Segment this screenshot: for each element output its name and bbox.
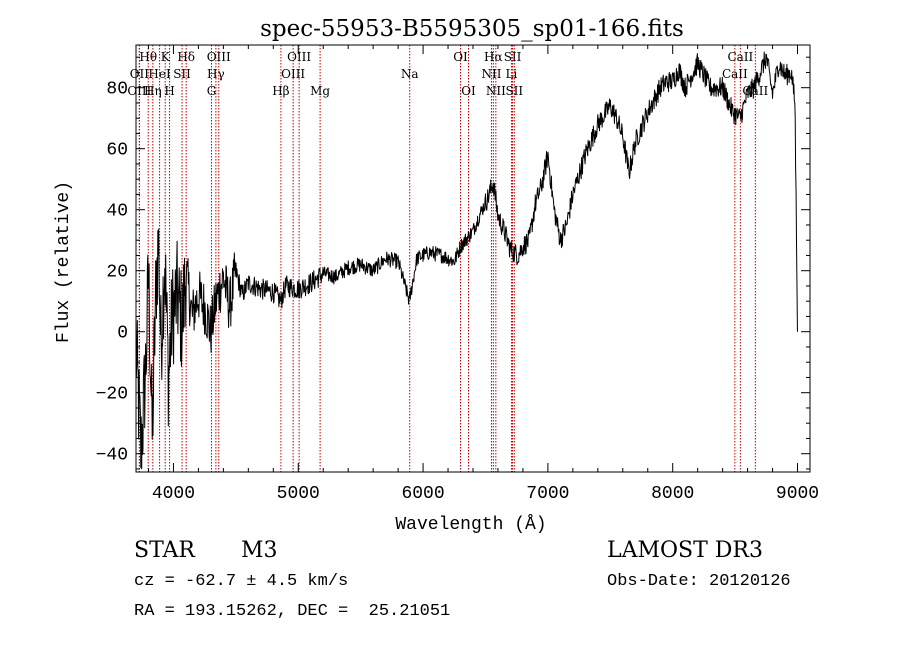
line-marker-label: SII <box>173 67 191 81</box>
line-marker-label: Hγ <box>207 67 225 81</box>
line-marker-label: CaII <box>722 67 748 81</box>
y-tick-label: 20 <box>106 263 128 283</box>
x-tick-label: 8000 <box>651 484 694 504</box>
y-tick-label: 40 <box>106 202 128 222</box>
line-marker-label: OIII <box>207 50 231 64</box>
line-marker-label: OII <box>130 67 150 81</box>
y-tick-label: 0 <box>117 324 128 344</box>
line-marker-label: G <box>207 84 217 98</box>
plot-frame <box>135 44 811 473</box>
line-marker-label: NII <box>486 84 506 98</box>
y-tick-label: −20 <box>96 385 128 405</box>
x-tick-label: 6000 <box>401 484 444 504</box>
obs-date: Obs-Date: 20120126 <box>607 572 791 591</box>
line-marker-label: NII <box>481 67 501 81</box>
line-marker-label: Mg <box>310 84 330 98</box>
line-marker-label: K <box>161 50 171 64</box>
line-marker-label: Hβ <box>272 84 289 98</box>
line-markers <box>138 45 756 472</box>
x-tick-label: 4000 <box>152 484 195 504</box>
line-marker-labels: Hθ OII OIII K HeI Hη H SII Hδ OIII Hγ G Hβ OIII OIII Mg… <box>127 50 768 98</box>
line-marker-label: HeI <box>148 67 171 81</box>
line-marker-label: Li <box>506 67 518 81</box>
line-marker-label: Hη <box>144 84 162 98</box>
line-marker-label: Na <box>401 67 419 81</box>
axis-ticks: 4000 5000 6000 7000 8000 9000 −40 −20 0 20 40 60 80 <box>96 45 819 504</box>
flux-series-line <box>135 51 798 470</box>
y-tick-label: −40 <box>96 446 128 466</box>
line-marker-label: H <box>164 84 174 98</box>
x-tick-label: 5000 <box>277 484 320 504</box>
chart-title: spec-55953-B5595305_sp01-166.fits <box>260 16 684 42</box>
object-subclass: M3 <box>241 538 278 563</box>
line-marker-label: Hα <box>484 50 503 64</box>
x-axis-label: Wavelength (Å) <box>395 514 546 535</box>
x-tick-label: 9000 <box>776 484 819 504</box>
line-marker-label: OIII <box>281 67 305 81</box>
line-marker-label: OIII <box>287 50 311 64</box>
y-tick-label: 80 <box>106 80 128 100</box>
ra-dec: RA = 193.15262, DEC = 25.21051 <box>134 602 451 621</box>
object-class: STAR <box>134 538 195 563</box>
line-marker-label: SII <box>504 50 522 64</box>
line-marker-label: Hδ <box>177 50 195 64</box>
redshift-cz: cz = -62.7 ± 4.5 km/s <box>134 572 349 591</box>
y-tick-label: 60 <box>106 141 128 161</box>
survey-name: LAMOST DR3 <box>607 538 763 563</box>
x-tick-label: 7000 <box>526 484 569 504</box>
line-marker-label: Hθ <box>139 50 157 64</box>
line-marker-label: CaII <box>727 50 753 64</box>
line-marker-label: OIII <box>127 84 151 98</box>
line-marker-label: OI <box>453 50 468 64</box>
line-marker-label: OI <box>461 84 476 98</box>
line-marker-label: SII <box>505 84 523 98</box>
y-axis-label: Flux (relative) <box>54 181 74 343</box>
